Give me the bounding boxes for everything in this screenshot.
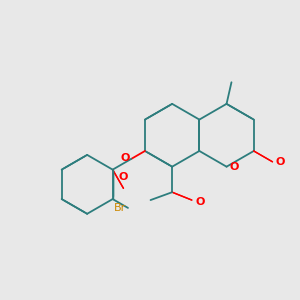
Text: O: O (120, 153, 129, 163)
Text: O: O (275, 157, 285, 167)
Text: Br: Br (114, 203, 126, 213)
Text: O: O (196, 197, 205, 207)
Text: O: O (119, 172, 128, 182)
Text: O: O (230, 162, 239, 172)
